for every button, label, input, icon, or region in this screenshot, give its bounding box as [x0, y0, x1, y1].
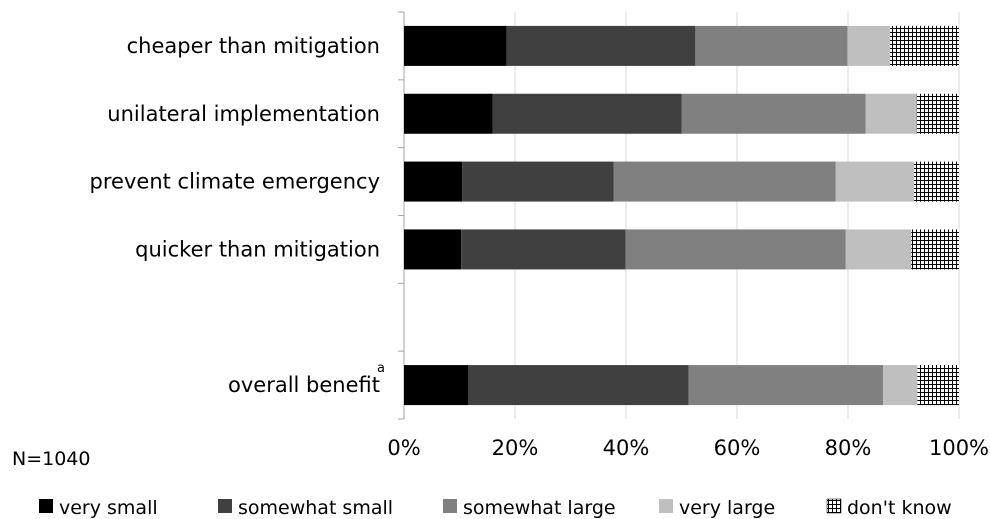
bar-segment — [890, 25, 959, 66]
bar-segment — [404, 161, 463, 202]
legend-swatch — [443, 499, 457, 513]
category-labels: cheaper than mitigation unilateral implem… — [90, 34, 385, 397]
legend-label: very large — [679, 497, 775, 519]
bar-segment — [916, 93, 959, 134]
bar-segment — [845, 229, 912, 270]
bar-segment — [695, 25, 848, 66]
x-tick-label: 20% — [492, 436, 539, 460]
x-tick-label: 100% — [929, 436, 989, 460]
legend-label: somewhat small — [238, 497, 393, 519]
category-label: quicker than mitigation — [135, 237, 380, 261]
legend-swatch — [826, 498, 842, 514]
axes — [398, 11, 405, 420]
legend-label: somewhat large — [463, 497, 616, 519]
x-tick-labels: 0% 20% 40% 60% 80% 100% — [387, 436, 989, 460]
legend: very small somewhat small somewhat large ve… — [39, 497, 952, 519]
bar-segment — [865, 93, 917, 134]
bar-segment — [404, 25, 507, 66]
gridlines — [514, 12, 960, 419]
bar-segment — [914, 161, 959, 202]
bar-segment — [404, 229, 462, 270]
category-label: prevent climate emergency — [90, 170, 380, 194]
category-label: cheaper than mitigation — [127, 34, 380, 58]
bar-segment — [404, 93, 493, 134]
bar-segment — [506, 25, 696, 66]
bar-segment — [917, 365, 959, 406]
x-tick-label: 0% — [387, 436, 420, 460]
legend-swatch — [218, 499, 232, 513]
legend-label: don't know — [847, 497, 952, 519]
bar-segment — [847, 25, 891, 66]
legend-swatch — [659, 499, 673, 513]
bar-segment — [835, 161, 915, 202]
legend-swatch — [39, 499, 53, 513]
bar-segment — [461, 229, 626, 270]
bar-segment — [688, 365, 883, 406]
bar-segment — [468, 365, 689, 406]
bar-segment — [462, 161, 614, 202]
x-tick-label: 40% — [603, 436, 650, 460]
x-tick-label: 80% — [825, 436, 872, 460]
bar-segment — [613, 161, 836, 202]
bar-segment — [882, 365, 918, 406]
legend-label: very small — [59, 497, 158, 519]
bar-segment — [681, 93, 866, 134]
bars — [404, 25, 959, 406]
sample-size-note: N=1040 — [12, 448, 91, 470]
category-label: unilateral implementation — [107, 102, 380, 126]
bar-segment — [404, 365, 469, 406]
category-superscript: a — [377, 361, 385, 376]
bar-segment — [625, 229, 846, 270]
bar-segment — [911, 229, 959, 270]
category-label: overall benefit — [228, 373, 380, 397]
x-tick-label: 60% — [714, 436, 761, 460]
bar-segment — [492, 93, 682, 134]
